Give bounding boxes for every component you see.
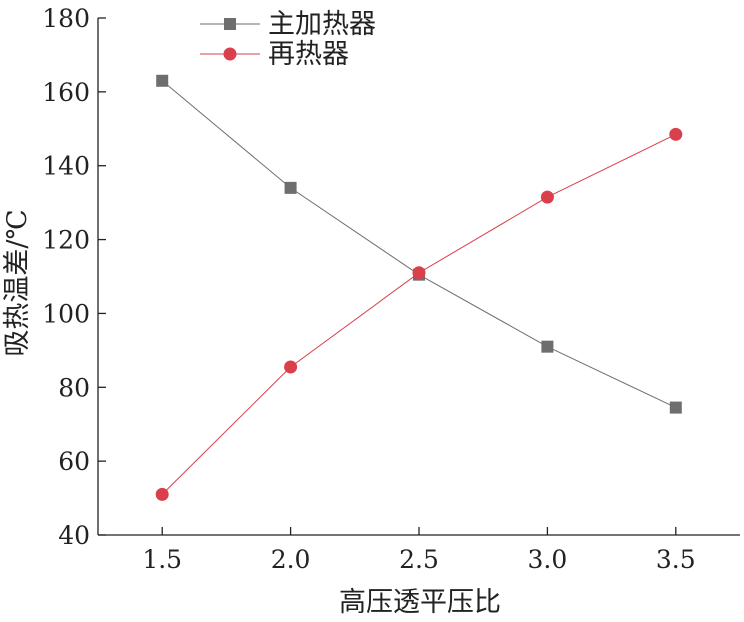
y-axis-title: 吸热温差/℃ bbox=[2, 209, 33, 356]
series-2 bbox=[155, 127, 683, 501]
data-point-square bbox=[541, 340, 554, 353]
x-tick-label: 2.0 bbox=[271, 545, 311, 574]
legend-marker-circle bbox=[223, 47, 237, 61]
y-tick-label: 180 bbox=[42, 4, 90, 33]
x-tick-label: 1.5 bbox=[142, 545, 182, 574]
legend-item: 主加热器 bbox=[200, 9, 376, 40]
data-point-circle bbox=[412, 266, 426, 280]
legend-item: 再热器 bbox=[200, 39, 349, 70]
data-point-square bbox=[156, 74, 169, 87]
x-tick-label: 2.5 bbox=[399, 545, 439, 574]
data-point-square bbox=[669, 401, 682, 414]
data-point-circle bbox=[669, 127, 683, 141]
x-tick-label: 3.5 bbox=[656, 545, 696, 574]
data-point-square bbox=[284, 181, 297, 194]
y-tick-label: 100 bbox=[42, 299, 90, 328]
series-1 bbox=[156, 74, 682, 414]
legend-marker-square bbox=[224, 18, 236, 30]
series-line bbox=[161, 80, 677, 409]
data-point-circle bbox=[155, 487, 169, 501]
y-tick-label: 60 bbox=[58, 447, 90, 476]
data-point-circle bbox=[540, 190, 554, 204]
data-point-circle bbox=[284, 360, 298, 374]
x-tick-label: 3.0 bbox=[528, 545, 568, 574]
y-tick-label: 40 bbox=[58, 521, 90, 550]
y-tick-label: 160 bbox=[42, 78, 90, 107]
y-tick-label: 80 bbox=[58, 373, 90, 402]
tick-marks: 40 60 80 100 120 140 160 180 1.5 2.0 2.5 3.0 3.5 bbox=[42, 4, 695, 574]
x-axis-title: 高压透平压比 bbox=[339, 587, 501, 618]
legend-label: 再热器 bbox=[268, 39, 349, 70]
y-tick-label: 120 bbox=[42, 226, 90, 255]
legend-label: 主加热器 bbox=[268, 9, 376, 40]
y-tick-label: 140 bbox=[42, 152, 90, 181]
series-group bbox=[155, 74, 683, 501]
series-line bbox=[161, 133, 677, 495]
